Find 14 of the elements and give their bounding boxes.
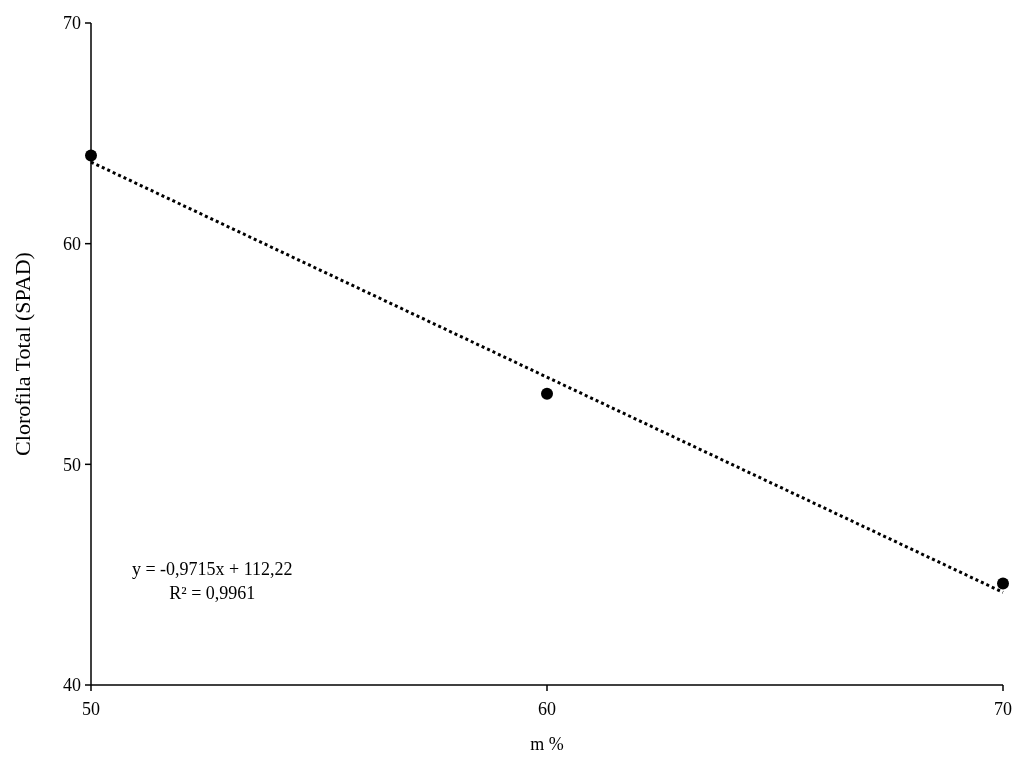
- point: [85, 149, 97, 162]
- annotation: y = -0,9715x + 112,22: [131, 559, 293, 579]
- x-tick-label: 70: [994, 699, 1012, 719]
- y-axis-title: Clorofila Total (SPAD): [10, 252, 35, 456]
- x-tick-label: 60: [538, 699, 556, 719]
- x-tick-label: 50: [82, 699, 100, 719]
- y-tick-label: 40: [63, 675, 81, 696]
- point: [541, 387, 553, 400]
- y-tick-label: 50: [63, 454, 81, 475]
- x-axis-title: m %: [530, 734, 564, 754]
- y-tick-label: 70: [63, 13, 81, 34]
- annotation: R² = 0,9961: [169, 583, 256, 603]
- point: [997, 577, 1009, 590]
- y-tick-label: 60: [63, 233, 81, 254]
